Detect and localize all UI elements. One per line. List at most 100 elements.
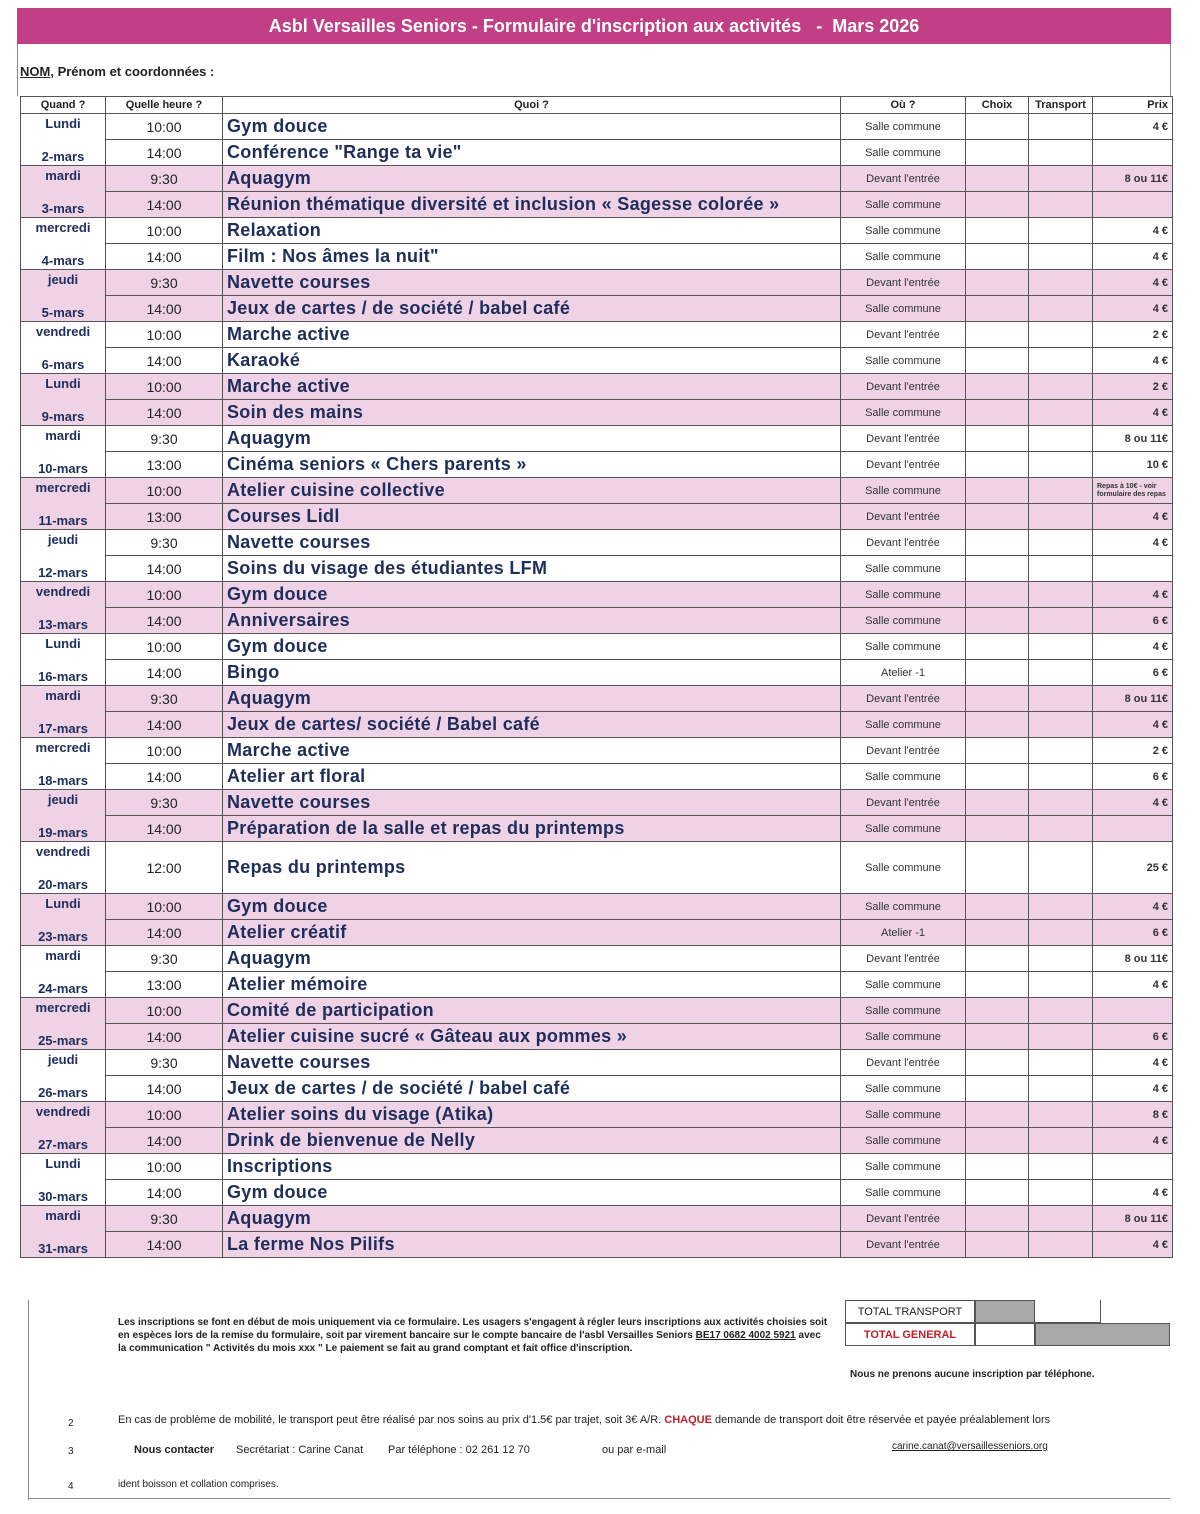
price: 4 € (1092, 1127, 1173, 1154)
location: Salle commune (840, 477, 966, 504)
choice-cell (965, 295, 1029, 322)
time: 10:00 (105, 1153, 223, 1180)
activity-row: 14:00 Gym douce Salle commune 4 € (21, 1179, 1173, 1206)
activity: Gym douce (222, 1179, 841, 1206)
time: 14:00 (105, 711, 223, 738)
location: Salle commune (840, 399, 966, 426)
day-name: mercredi (35, 479, 91, 495)
time: 10:00 (105, 893, 223, 920)
activity: Aquagym (222, 685, 841, 712)
activity: Comité de participation (222, 997, 841, 1024)
when-cell: mardi 17-mars (20, 685, 106, 738)
location: Salle commune (840, 555, 966, 582)
time: 10:00 (105, 477, 223, 504)
date: 23-mars (38, 928, 88, 944)
when-cell: mardi 24-mars (20, 945, 106, 998)
price: Repas à 10€ - voir formulaire des repas (1092, 477, 1173, 504)
transport-cell (1028, 1023, 1093, 1050)
location: Salle commune (840, 347, 966, 374)
activity-row: 13:00 Courses Lidl Devant l'entrée 4 € (21, 503, 1173, 530)
activity-row: 14:00 Jeux de cartes / de société / babel… (21, 1075, 1173, 1102)
date: 3-mars (41, 200, 85, 216)
choice-cell (965, 1127, 1029, 1154)
choice-cell (965, 477, 1029, 504)
activity-row: 13:00 Atelier mémoire Salle commune 4 € (21, 971, 1173, 998)
choice-cell (965, 373, 1029, 400)
location: Salle commune (840, 243, 966, 270)
choice-cell (965, 763, 1029, 790)
time: 9:30 (105, 789, 223, 816)
location: Salle commune (840, 191, 966, 218)
activity: Film : Nos âmes la nuit" (222, 243, 841, 270)
activity: Jeux de cartes / de société / babel café (222, 1075, 841, 1102)
day-name: mardi (45, 947, 81, 963)
choice-cell (965, 1075, 1029, 1102)
activity-row: vendredi 6-mars 10:00 Marche active Devant l… (20, 321, 1173, 374)
payment-paragraph: Les inscriptions se font en début de moi… (118, 1316, 830, 1355)
price: 8 ou 11€ (1092, 165, 1173, 192)
account-number: BE17 0682 4002 5921 (695, 1330, 796, 1341)
activity: Navette courses (222, 789, 841, 816)
price: 6 € (1092, 919, 1173, 946)
when-box: mardi 10-mars (25, 428, 101, 476)
price: 2 € (1092, 737, 1173, 764)
when-cell: vendredi 6-mars (20, 321, 106, 374)
footer-rule (28, 1498, 1170, 1499)
name-label: NOM, Prénom et coordonnées : (20, 64, 214, 79)
price: 2 € (1092, 321, 1173, 348)
activity-row: 14:00 Atelier créatif Atelier -1 6 € (21, 919, 1173, 946)
note-number: 4 (68, 1481, 74, 1492)
date: 24-mars (38, 980, 88, 996)
day-name: jeudi (47, 531, 79, 547)
location: Salle commune (840, 633, 966, 660)
price (1092, 815, 1173, 842)
totals-box: TOTAL TRANSPORT TOTAL GENERAL (845, 1300, 1170, 1346)
price: 4 € (1092, 633, 1173, 660)
activity: Atelier cuisine sucré « Gâteau aux pomme… (222, 1023, 841, 1050)
activity: Navette courses (222, 529, 841, 556)
time: 14:00 (105, 1127, 223, 1154)
location: Salle commune (840, 1075, 966, 1102)
activity-row: jeudi 5-mars 9:30 Navette courses Devant l'e… (20, 269, 1173, 322)
time: 9:30 (105, 945, 223, 972)
activity-row: 14:00 Conférence "Range ta vie" Salle comm… (21, 139, 1173, 166)
price (1092, 191, 1173, 218)
when-box: vendredi 13-mars (25, 584, 101, 632)
when-cell: jeudi 19-mars (20, 789, 106, 842)
when-cell: jeudi 12-mars (20, 529, 106, 582)
activity-row: 14:00 Drink de bienvenue de Nelly Salle co… (21, 1127, 1173, 1154)
column-header: Quelle heure ? (105, 96, 223, 114)
activity: Soins du visage des étudiantes LFM (222, 555, 841, 582)
price (1092, 139, 1173, 166)
column-header: Prix (1092, 96, 1173, 114)
transport-cell (1028, 815, 1093, 842)
when-cell: mercredi 4-mars (20, 217, 106, 270)
activity-row: vendredi 20-mars 12:00 Repas du printemps Sa… (20, 841, 1173, 894)
price: 4 € (1092, 399, 1173, 426)
time: 14:00 (105, 555, 223, 582)
activity: Aquagym (222, 945, 841, 972)
price: 4 € (1092, 269, 1173, 296)
activity-row: mercredi 11-mars 10:00 Atelier cuisine coll… (20, 477, 1173, 530)
when-box: jeudi 26-mars (25, 1052, 101, 1100)
date: 30-mars (38, 1188, 88, 1204)
choice-cell (965, 633, 1029, 660)
choice-cell (965, 399, 1029, 426)
day-name: Lundi (45, 1155, 81, 1171)
day-name: vendredi (35, 843, 91, 859)
price: 4 € (1092, 503, 1173, 530)
activity-row: jeudi 26-mars 9:30 Navette courses Devant l'… (20, 1049, 1173, 1102)
activity: Marche active (222, 373, 841, 400)
choice-cell (965, 139, 1029, 166)
activity: Gym douce (222, 893, 841, 920)
activity-row: 14:00 Préparation de la salle et repas du… (21, 815, 1173, 842)
email[interactable]: carine.canat@versaillesseniors.org (892, 1441, 1048, 1452)
transport-cell (1028, 347, 1093, 374)
drink-note: ident boisson et collation comprises. (118, 1479, 279, 1490)
price: 4 € (1092, 217, 1173, 244)
choice-cell (965, 919, 1029, 946)
transport-cell (1028, 555, 1093, 582)
transport-cell (1028, 841, 1093, 894)
price: 6 € (1092, 763, 1173, 790)
date: 10-mars (38, 460, 88, 476)
